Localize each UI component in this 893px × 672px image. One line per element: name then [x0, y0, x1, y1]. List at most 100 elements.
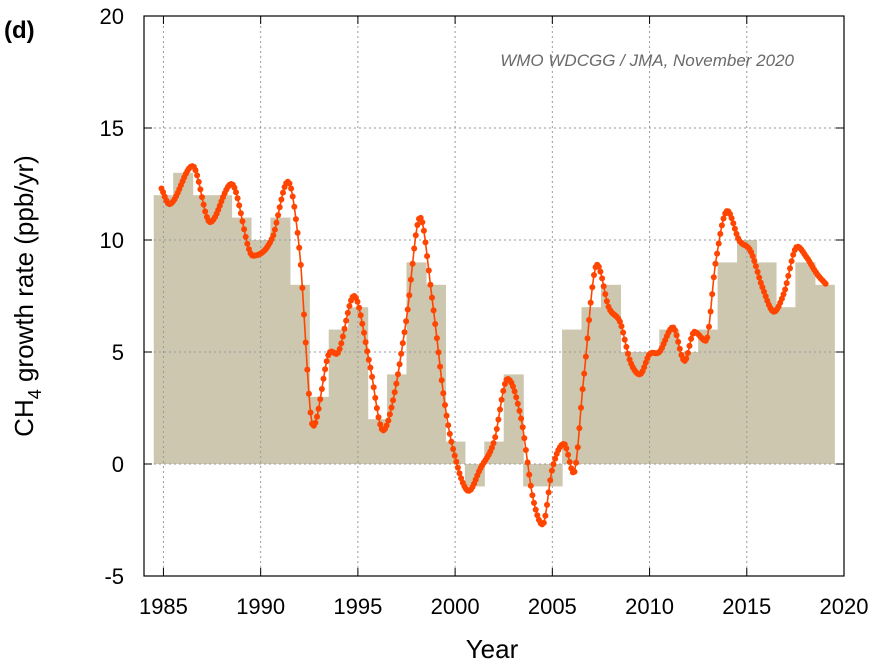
series-point-181	[451, 452, 458, 459]
series-point-344	[715, 240, 722, 247]
series-point-88	[301, 311, 307, 318]
series-point-82	[291, 203, 298, 210]
series-point-318	[673, 332, 680, 339]
series-point-208	[495, 416, 502, 423]
series-point-139	[383, 422, 390, 429]
bar-1987	[192, 195, 213, 464]
series-point-217	[510, 383, 516, 390]
monthly-points	[158, 163, 829, 528]
series-point-240	[547, 477, 554, 484]
series-point-148	[398, 350, 405, 357]
series-point-150	[401, 329, 408, 336]
series-point-227	[526, 471, 533, 478]
series-point-204	[488, 444, 495, 451]
series-point-121	[354, 298, 361, 305]
series-point-226	[524, 459, 531, 466]
series-point-365	[749, 253, 756, 260]
series-point-153	[406, 292, 413, 299]
series-point-410	[822, 280, 829, 287]
series-point-388	[787, 265, 793, 272]
series-point-337	[704, 334, 711, 341]
series-point-272	[599, 275, 606, 282]
series-point-241	[548, 467, 555, 474]
series-point-142	[388, 404, 395, 411]
series-point-326	[686, 342, 693, 349]
series-point-178	[446, 430, 453, 437]
series-point-224	[521, 435, 528, 442]
series-point-384	[780, 291, 787, 298]
series-point-271	[597, 268, 604, 275]
series-point-273	[600, 283, 607, 290]
series-point-141	[386, 411, 393, 418]
series-point-89	[302, 339, 309, 346]
series-point-158	[414, 222, 421, 228]
x-tick-label-1995: 1995	[333, 594, 382, 619]
series-point-102	[323, 358, 330, 365]
series-point-98	[317, 396, 324, 403]
series-point-146	[395, 371, 401, 378]
series-point-209	[497, 406, 503, 413]
series-point-327	[688, 335, 695, 342]
series-point-223	[519, 424, 526, 431]
series-point-70	[271, 226, 278, 233]
series-point-85	[296, 244, 303, 251]
series-point-135	[377, 421, 384, 428]
y-axis-title-main: CH	[9, 399, 39, 437]
series-point-207	[493, 426, 500, 432]
series-point-151	[403, 318, 410, 325]
series-point-131	[370, 384, 377, 391]
series-point-145	[393, 380, 400, 387]
series-point-287	[623, 343, 630, 350]
series-point-390	[790, 251, 797, 258]
series-point-50	[239, 218, 246, 225]
bar-1995	[348, 307, 369, 464]
series-point-298	[641, 364, 648, 371]
y-axis-title-subscript: 4	[25, 389, 45, 399]
series-point-179	[448, 438, 455, 445]
series-point-53	[244, 240, 251, 247]
series-point-274	[602, 291, 609, 298]
series-point-264	[586, 317, 593, 323]
series-point-81	[289, 193, 296, 200]
series-point-275	[603, 298, 610, 305]
series-point-368	[754, 268, 761, 275]
series-point-258	[576, 425, 583, 432]
series-point-320	[676, 345, 683, 352]
series-point-97	[315, 405, 322, 412]
series-point-21	[192, 167, 199, 174]
series-point-231	[532, 506, 539, 513]
series-point-101	[322, 366, 329, 373]
series-point-83	[292, 216, 299, 223]
series-point-115	[344, 309, 351, 316]
series-point-324	[683, 355, 690, 362]
series-point-72	[275, 212, 282, 219]
series-point-144	[391, 389, 398, 396]
series-point-162	[420, 227, 427, 234]
series-point-173	[438, 377, 445, 384]
series-point-113	[341, 325, 348, 332]
y-tick-label-5: 5	[112, 340, 124, 365]
series-point-220	[514, 400, 521, 407]
bar-2019	[814, 284, 835, 464]
series-point-166	[427, 281, 434, 288]
series-point-267	[591, 272, 597, 278]
bar-2012	[678, 352, 699, 464]
series-point-228	[527, 482, 534, 489]
series-point-23	[195, 178, 202, 185]
bar-2017	[775, 307, 796, 464]
series-point-367	[752, 263, 759, 270]
series-point-22	[194, 172, 201, 179]
bar-2018	[795, 262, 816, 464]
y-tick-label-15: 15	[100, 116, 124, 141]
series-point-92	[307, 409, 314, 416]
series-point-210	[498, 396, 505, 403]
series-point-366	[751, 258, 758, 264]
x-tick-label-2015: 2015	[722, 594, 771, 619]
series-point-206	[492, 434, 499, 441]
bar-2013	[698, 329, 719, 464]
series-point-149	[399, 340, 406, 347]
series-point-116	[346, 303, 353, 309]
series-point-237	[542, 512, 549, 519]
series-point-261	[581, 370, 588, 377]
